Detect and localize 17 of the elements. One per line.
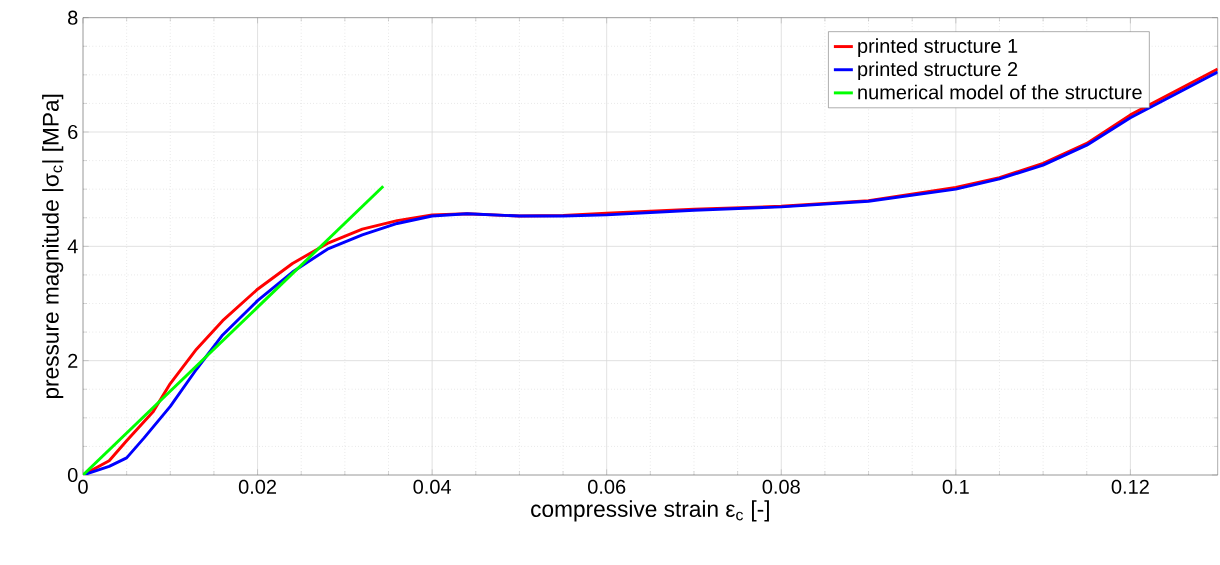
x-axis-title: compressive strain ε$_{c}$ [-] <box>531 500 769 522</box>
x-tick-label: 0.04 <box>413 479 452 494</box>
y-tick-label: 6 <box>68 124 78 140</box>
x-tick-label: 0.08 <box>762 479 800 494</box>
x-tick-label: 0.02 <box>238 479 277 494</box>
y-tick-label: 0 <box>67 467 78 483</box>
y-tick-label: 2 <box>68 353 78 368</box>
x-tick-label: 0 <box>78 479 88 494</box>
y-axis-title: pressure magnitude |σ$_{c}$| [MPa] <box>42 94 64 399</box>
legend-label: numerical model of the structure <box>858 84 1142 100</box>
x-tick-label: 0.06 <box>588 479 626 494</box>
legend-label: printed structure 2 <box>858 61 1018 81</box>
legend-label: printed structure 1 <box>858 38 1018 57</box>
y-tick-label: 8 <box>68 10 78 25</box>
x-tick-label: 0.12 <box>1111 479 1149 494</box>
x-tick-label: 0.1 <box>942 479 969 494</box>
y-tick-label: 4 <box>67 239 78 254</box>
